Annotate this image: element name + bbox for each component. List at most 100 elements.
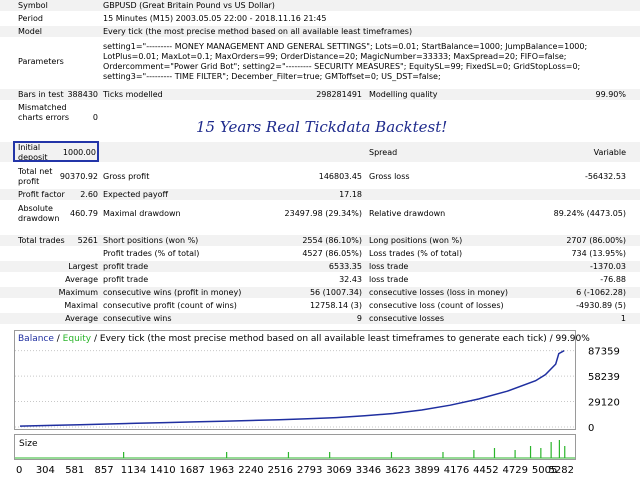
profit-trades-label: Profit trades (% of total) <box>103 249 200 258</box>
x-tick-label: 304 <box>36 465 55 476</box>
size-bar <box>540 448 542 458</box>
x-tick-label: 2240 <box>238 465 263 476</box>
x-tick-label: 1687 <box>179 465 204 476</box>
parameters-label: Parameters <box>18 57 64 66</box>
avg-consec-wins-label: consecutive wins <box>103 314 172 323</box>
average-profit-value: 32.43 <box>339 275 362 284</box>
x-tick-label: 2793 <box>297 465 322 476</box>
short-positions-label: Short positions (won %) <box>103 236 199 245</box>
average-loss-value: -76.88 <box>600 275 626 284</box>
loss-trades-label: Loss trades (% of total) <box>369 249 463 258</box>
legend-equity: Equity <box>63 334 92 344</box>
balance-chart-svg: 87359 58239 29120 0 Balance / Equity / Ever… <box>14 330 620 476</box>
size-panel-label: Size <box>19 439 38 449</box>
x-tick-label: 4452 <box>473 465 498 476</box>
banner-caption: 15 Years Real Tickdata Backtest! <box>196 118 448 136</box>
maximum-row: Maximum consecutive wins (profit in mone… <box>0 287 640 298</box>
avg-consec-losses-value: 1 <box>620 314 626 323</box>
quality-value: 99.90% <box>595 90 626 99</box>
avg-consec-losses-label: consecutive losses <box>369 314 445 323</box>
size-bar <box>329 452 331 458</box>
gross-loss-label: Gross loss <box>369 172 410 181</box>
gross-profit-value: 146803.45 <box>318 172 362 181</box>
deposit-row: Initial deposit 1000.00 Spread Variable <box>0 142 640 162</box>
profit-trades-value: 4527 (86.05%) <box>302 249 362 258</box>
payoff-value: 17.18 <box>339 190 362 199</box>
y-tick-label: 58239 <box>588 372 620 383</box>
maximal-consec-profit-value: 12758.14 (3) <box>309 301 362 310</box>
deposit-value: 1000.00 <box>62 148 96 157</box>
deposit-label: Initial deposit <box>18 143 48 162</box>
x-tick-label: 1963 <box>209 465 234 476</box>
absolute-drawdown-value: 460.79 <box>70 209 98 218</box>
size-bar <box>226 452 228 458</box>
net-profit-value: 90370.92 <box>59 172 98 181</box>
bars-label: Bars in test <box>18 90 64 99</box>
size-bar <box>514 450 516 458</box>
y-axis-labels: 87359 58239 29120 0 <box>588 347 620 434</box>
size-panel-frame <box>14 434 576 460</box>
payoff-label: Expected payoff <box>103 190 168 199</box>
quality-label: Modelling quality <box>369 90 438 99</box>
maximal-drawdown-value: 23497.98 (29.34%) <box>284 209 362 218</box>
period-row: Period 15 Minutes (M15) 2003.05.05 22:00… <box>0 13 640 24</box>
largest-loss-label: loss trade <box>369 262 409 271</box>
x-tick-label: 581 <box>65 465 84 476</box>
relative-drawdown-value: 89.24% (4473.05) <box>553 209 626 218</box>
spread-label: Spread <box>369 148 398 157</box>
y-tick-label: 87359 <box>588 347 620 358</box>
backtest-report: Symbol GBPUSD (Great Britain Pound vs US… <box>0 0 640 324</box>
total-trades-value: 5261 <box>77 236 98 245</box>
parameters-row: Parameters setting1="--------- MONEY MAN… <box>0 40 640 84</box>
x-tick-label: 3069 <box>326 465 351 476</box>
gross-loss-value: -56432.53 <box>584 172 626 181</box>
symbol-label: Symbol <box>18 1 48 10</box>
maximal-prefix: Maximal <box>64 301 98 310</box>
x-tick-label: 5282 <box>549 465 574 476</box>
grid-layer <box>15 350 575 428</box>
bars-value: 388430 <box>67 90 98 99</box>
gross-profit-label: Gross profit <box>103 172 150 181</box>
parameters-value: setting1="--------- MONEY MANAGEMENT AND… <box>103 42 588 81</box>
maximal-row: Maximal consecutive profit (count of win… <box>0 300 640 311</box>
x-tick-label: 2516 <box>268 465 293 476</box>
profit-factor-value: 2.60 <box>80 190 98 199</box>
largest-profit-label: profit trade <box>103 262 149 271</box>
relative-drawdown-label: Relative drawdown <box>369 209 446 218</box>
size-bar <box>473 450 475 458</box>
max-consec-losses-value: 6 (-1062.28) <box>576 288 626 297</box>
average-consec-prefix: Average <box>65 314 98 323</box>
profit-factor-row: Profit factor 2.60 Expected payoff 17.18 <box>0 189 640 200</box>
main-plot-frame <box>14 330 576 430</box>
drawdown-row: Absolute drawdown 460.79 Maximal drawdow… <box>0 203 640 223</box>
long-positions-label: Long positions (won %) <box>369 236 463 245</box>
size-bars <box>15 440 575 459</box>
size-bar <box>529 446 532 458</box>
model-row: Model Every tick (the most precise metho… <box>0 26 640 37</box>
size-bar <box>287 452 290 458</box>
spread-value: Variable <box>593 148 626 157</box>
largest-profit-value: 6533.35 <box>328 262 362 271</box>
largest-row: Largest profit trade 6533.35 loss trade … <box>0 261 640 272</box>
period-label: Period <box>18 14 43 23</box>
x-tick-label: 4176 <box>444 465 469 476</box>
legend-balance: Balance <box>18 334 54 344</box>
size-bar <box>123 452 125 458</box>
x-tick-label: 3899 <box>414 465 439 476</box>
size-bar <box>390 452 393 458</box>
short-positions-value: 2554 (86.10%) <box>302 236 362 245</box>
loss-trades-value: 734 (13.95%) <box>571 249 626 258</box>
mismatched-label: Mismatched charts errors <box>18 103 70 122</box>
mismatched-row: Mismatched charts errors 0 <box>0 101 640 133</box>
y-tick-label: 0 <box>588 423 594 434</box>
total-trades-label: Total trades <box>18 236 65 245</box>
model-value: Every tick (the most precise method base… <box>103 27 413 36</box>
x-tick-label: 857 <box>95 465 114 476</box>
symbol-row: Symbol GBPUSD (Great Britain Pound vs US… <box>0 0 640 11</box>
y-tick-label: 29120 <box>588 398 620 409</box>
profit-trades-row: Profit trades (% of total) 4527 (86.05%)… <box>0 248 640 259</box>
absolute-drawdown-label: Absolute drawdown <box>18 204 60 223</box>
maximal-consec-loss-value: -4930.89 (5) <box>576 301 626 310</box>
bars-row: Bars in test 388430 Ticks modelled 29828… <box>0 89 640 100</box>
size-bar <box>493 448 496 458</box>
